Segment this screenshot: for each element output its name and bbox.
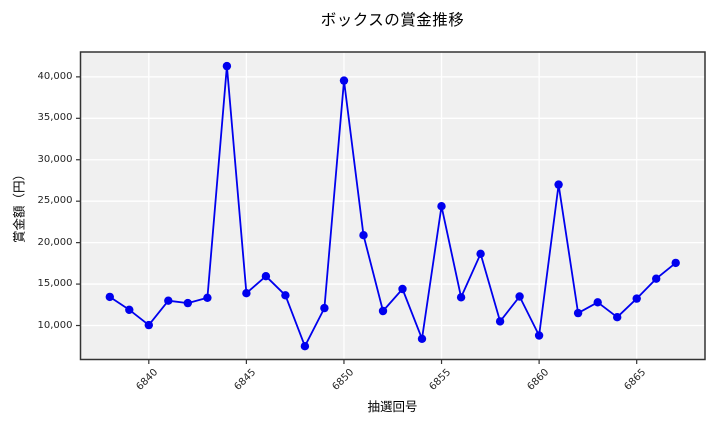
data-point bbox=[671, 258, 680, 268]
data-point bbox=[476, 249, 485, 258]
data-point bbox=[105, 292, 115, 302]
plot-background bbox=[80, 52, 705, 360]
data-point bbox=[203, 293, 212, 302]
plot-border bbox=[79, 51, 706, 361]
data-point bbox=[359, 231, 368, 240]
data-point bbox=[515, 292, 524, 301]
data-point bbox=[456, 293, 466, 302]
data-point bbox=[281, 291, 290, 300]
data-point bbox=[242, 289, 251, 298]
data-point bbox=[417, 334, 427, 343]
data-point bbox=[652, 274, 661, 283]
x-axis-label: 抽選回号 bbox=[367, 399, 418, 414]
data-point bbox=[144, 320, 153, 330]
data-point bbox=[573, 308, 583, 318]
y-tick-label-text: 30,000 bbox=[37, 153, 73, 165]
data-point bbox=[534, 331, 544, 340]
data-point bbox=[164, 296, 173, 305]
y-tick-label-text: 10,000 bbox=[37, 319, 73, 331]
y-tick-label-text: 40,000 bbox=[37, 70, 73, 82]
y-axis-label: 賞金額（円） bbox=[11, 168, 27, 244]
data-point bbox=[632, 294, 641, 303]
y-tick-label-text: 15,000 bbox=[37, 278, 73, 290]
data-point bbox=[554, 180, 563, 189]
data-point bbox=[183, 298, 192, 308]
data-point bbox=[437, 202, 446, 211]
data-point bbox=[300, 342, 310, 351]
y-tick-label-text: 35,000 bbox=[37, 112, 73, 124]
data-point bbox=[222, 61, 232, 71]
y-tick-label-text: 25,000 bbox=[37, 195, 73, 207]
data-point bbox=[125, 305, 134, 314]
data-point bbox=[495, 317, 505, 326]
chart-title: ボックスの賞金推移 bbox=[320, 11, 465, 29]
data-point bbox=[613, 313, 622, 322]
data-point bbox=[378, 306, 388, 316]
y-tick-label-text: 20,000 bbox=[37, 236, 73, 248]
data-point bbox=[339, 76, 349, 85]
data-point bbox=[398, 284, 407, 294]
data-point bbox=[593, 298, 602, 307]
data-point bbox=[320, 303, 329, 313]
data-point bbox=[261, 272, 271, 281]
